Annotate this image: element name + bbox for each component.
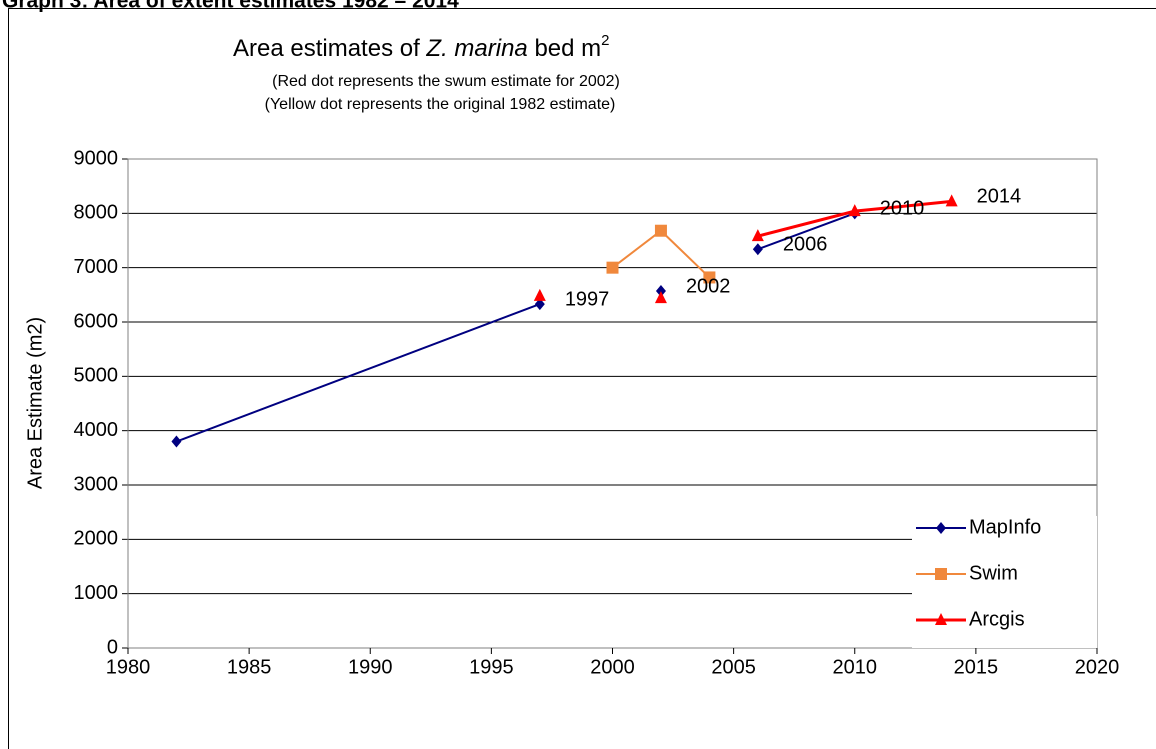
marker-diamond — [752, 243, 763, 256]
point-label: 2014 — [977, 186, 1022, 208]
legend-label: Swim — [969, 562, 1018, 584]
marker-diamond — [936, 522, 946, 534]
marker-diamond — [655, 285, 666, 298]
marker-triangle — [533, 288, 546, 301]
chart-title: Area estimates of Z. marina bed m2 — [233, 32, 610, 62]
marker-square — [654, 224, 667, 237]
x-tick-label: 1990 — [348, 656, 393, 678]
legend-label: MapInfo — [969, 516, 1041, 538]
marker-square — [703, 271, 716, 284]
x-tick-label: 2015 — [954, 656, 999, 678]
point-label: 2006 — [783, 233, 828, 255]
marker-square — [606, 261, 619, 274]
y-tick-label: 0 — [107, 636, 118, 658]
series-line — [757, 212, 856, 251]
title-superscript: 2 — [601, 32, 609, 49]
x-tick-label: 1995 — [469, 656, 514, 678]
y-tick-label: 5000 — [74, 365, 119, 387]
y-tick-label: 6000 — [74, 310, 119, 332]
x-tick-label: 2000 — [590, 656, 635, 678]
marker-triangle — [654, 291, 667, 304]
series-line — [176, 303, 541, 443]
legend-box — [912, 516, 1097, 648]
x-tick-label: 1980 — [106, 656, 151, 678]
heading: Graph 3: Area of extent estimates 1982 –… — [2, 0, 459, 13]
legend-label: Arcgis — [969, 608, 1025, 630]
y-tick-label: 3000 — [74, 473, 119, 495]
point-label: 2010 — [880, 198, 925, 220]
title-text: Area estimates of — [233, 35, 426, 62]
marker-triangle — [848, 204, 861, 217]
marker-triangle — [935, 613, 947, 625]
subtitle: (Red dot represents the swum estimate fo… — [272, 73, 620, 90]
y-tick-label: 1000 — [74, 582, 119, 604]
x-tick-label: 2010 — [833, 656, 878, 678]
marker-diamond — [171, 435, 182, 448]
x-tick-label: 1985 — [227, 656, 272, 678]
y-tick-label: 7000 — [74, 256, 119, 278]
y-axis-label: Area Estimate (m2) — [24, 317, 46, 489]
title-text: bed m — [528, 35, 601, 62]
marker-square — [935, 568, 947, 580]
subtitle: (Yellow dot represents the original 1982… — [265, 96, 616, 113]
marker-diamond — [534, 298, 545, 311]
x-tick-label: 2020 — [1075, 656, 1120, 678]
point-label: 1997 — [565, 288, 610, 310]
x-tick-label: 2005 — [711, 656, 756, 678]
marker-triangle — [751, 229, 764, 242]
y-tick-label: 2000 — [74, 528, 119, 550]
title-species: Z. marina — [425, 35, 527, 62]
y-tick-label: 8000 — [74, 202, 119, 224]
y-tick-label: 4000 — [74, 419, 119, 441]
point-label: 2002 — [686, 275, 731, 297]
marker-triangle — [945, 194, 958, 207]
y-tick-label: 9000 — [74, 147, 119, 169]
